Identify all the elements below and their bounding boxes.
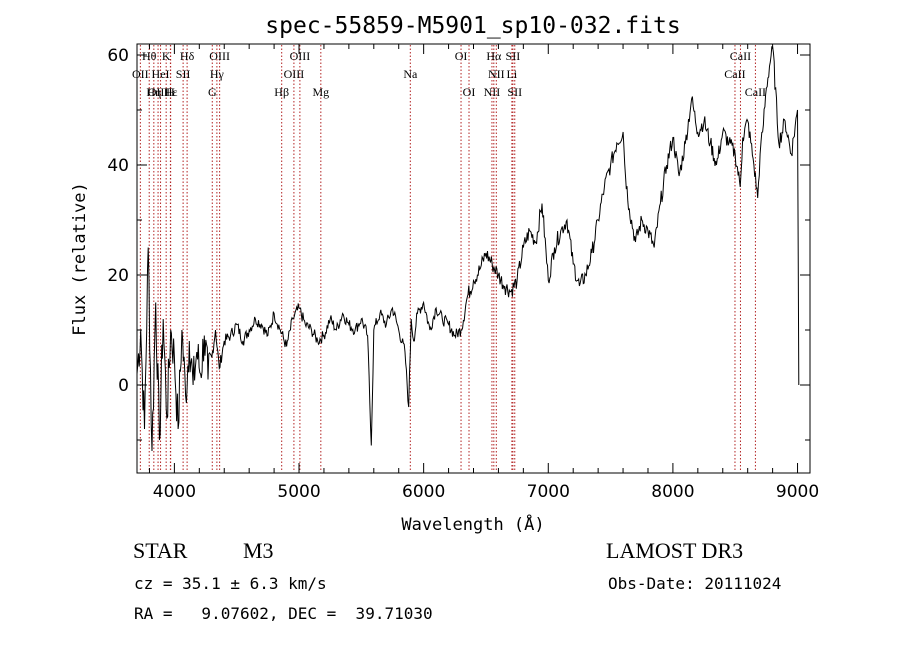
emission-line-label: NII: [484, 85, 501, 99]
plot-frame: [136, 43, 811, 474]
chart-title: spec-55859-M5901_sp10-032.fits: [265, 13, 680, 39]
x-tick-label: 4000: [153, 482, 196, 502]
x-axis-label: Wavelength (Å): [401, 513, 544, 535]
y-tick-label: 0: [118, 376, 129, 396]
x-tick-label: 9000: [776, 482, 819, 502]
emission-line-label: OI: [455, 49, 468, 63]
survey-label: LAMOST DR3: [606, 538, 744, 563]
emission-line-label: H: [166, 85, 175, 99]
y-tick-label: 20: [107, 266, 129, 286]
emission-line-label: Hβ: [274, 85, 289, 99]
emission-line-label: Hη: [146, 85, 161, 99]
emission-line-label: OIII: [209, 49, 230, 63]
x-tick-label: 5000: [277, 482, 320, 502]
emission-line-label: CaII: [730, 49, 751, 63]
emission-line-label: CaII: [724, 67, 745, 81]
obs-date: Obs-Date: 20111024: [608, 574, 782, 593]
emission-line-label: Hε: [164, 85, 178, 99]
emission-line-label: SII: [176, 67, 191, 81]
emission-line-label: SII: [506, 49, 521, 63]
ra-dec-readout: RA = 9.07602, DEC = 39.71030: [134, 604, 433, 623]
class-label: STAR: [133, 538, 188, 563]
x-tick-label: 8000: [651, 482, 694, 502]
emission-line-label: Li: [507, 67, 518, 81]
emission-line-label: SII: [507, 85, 522, 99]
emission-line-label: OII: [132, 67, 149, 81]
emission-line-labels: Hθ K Hδ OIII OIII OI Hα SII CaII OII HeI SII Hγ OIII N…: [132, 49, 766, 99]
y-axis-label: Flux (relative): [70, 182, 90, 336]
emission-line-label: Hγ: [210, 67, 225, 81]
emission-line-label: Na: [403, 67, 418, 81]
emission-line-label: Hα: [486, 49, 502, 63]
emission-line-label: Hδ: [180, 49, 195, 63]
emission-line-label: Hθ: [142, 49, 157, 63]
spectrum-series-line: [136, 46, 800, 452]
emission-line-label: HeI: [152, 67, 170, 81]
emission-line-label: G: [208, 85, 217, 99]
x-tick-label: 6000: [402, 482, 445, 502]
emission-line-label: OIII: [284, 67, 305, 81]
emission-line-label: CaII: [745, 85, 766, 99]
emission-line-label: NII: [488, 67, 505, 81]
emission-line-label: Mg: [312, 85, 329, 99]
subclass-label: M3: [243, 538, 274, 563]
emission-line-markers: [139, 45, 756, 472]
axis-ticks: 4000 5000 6000 7000 8000 9000 0 20 40 60: [107, 44, 819, 502]
emission-line-label: OIII: [148, 85, 169, 99]
x-tick-label: 7000: [527, 482, 570, 502]
emission-line-label: OIII: [290, 49, 311, 63]
emission-line-label: OI: [463, 85, 476, 99]
emission-line-label: K: [162, 49, 171, 63]
y-tick-label: 60: [107, 46, 129, 66]
y-tick-label: 40: [107, 156, 129, 176]
cz-readout: cz = 35.1 ± 6.3 km/s: [134, 574, 327, 593]
